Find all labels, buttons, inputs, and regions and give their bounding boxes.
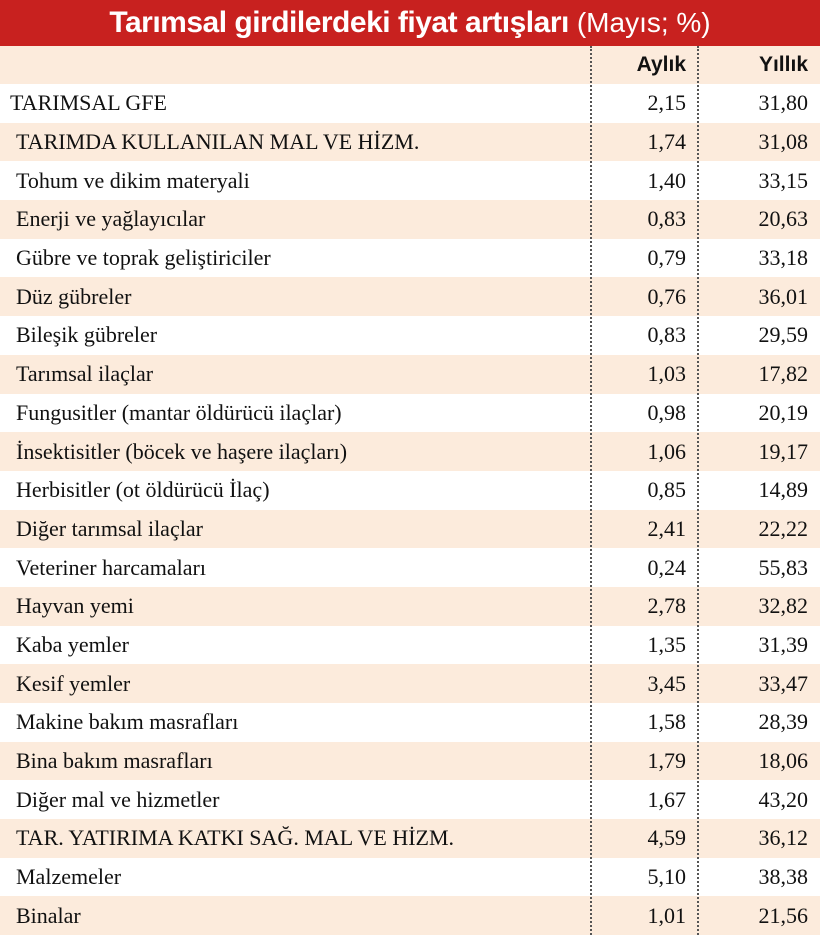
- cell-yillik: 33,47: [758, 670, 809, 696]
- table-row: Makine bakım masrafları 1,58 28,39: [0, 703, 820, 742]
- row-label: Malzemeler: [16, 864, 122, 890]
- cell-yillik: 36,01: [758, 283, 809, 309]
- table-row: Malzemeler 5,10 38,38: [0, 857, 820, 897]
- cell-yillik: 18,06: [758, 748, 809, 774]
- cell-yillik: 43,20: [758, 786, 809, 812]
- table-row: Binalar 1,01 21,56: [0, 896, 820, 935]
- row-label: Makine bakım masrafları: [16, 709, 239, 735]
- cell-aylik: 0,85: [647, 477, 687, 503]
- table-row: Tohum ve dikim materyali 1,40 33,15: [0, 161, 820, 201]
- row-label: Bileşik gübreler: [16, 322, 158, 348]
- cell-aylik: 3,45: [647, 670, 687, 696]
- cell-yillik: 14,89: [758, 477, 809, 503]
- cell-aylik: 0,83: [647, 322, 687, 348]
- row-label: Fungusitler (mantar öldürücü ilaçlar): [16, 399, 342, 425]
- cell-yillik: 28,39: [758, 709, 809, 735]
- cell-aylik: 0,98: [647, 399, 687, 425]
- cell-yillik: 20,19: [758, 399, 809, 425]
- row-label: TARIMDA KULLANILAN MAL VE HİZM.: [16, 129, 420, 155]
- row-label: Diğer mal ve hizmetler: [16, 786, 220, 812]
- row-label: Düz gübreler: [16, 283, 132, 309]
- cell-aylik: 1,40: [647, 167, 687, 193]
- row-label: Veteriner harcamaları: [16, 554, 206, 580]
- cell-aylik: 1,67: [647, 786, 687, 812]
- table-row: Tarımsal ilaçlar 1,03 17,82: [0, 354, 820, 394]
- cell-yillik: 19,17: [758, 438, 809, 464]
- row-label: Kesif yemler: [16, 670, 131, 696]
- cell-yillik: 33,15: [758, 167, 809, 193]
- cell-aylik: 0,76: [647, 283, 687, 309]
- cell-yillik: 33,18: [758, 245, 809, 271]
- table-row: Enerji ve yağlayıcılar 0,83 20,63: [0, 200, 820, 239]
- table-row: Herbisitler (ot öldürücü İlaç) 0,85 14,89: [0, 470, 820, 510]
- table-row: Bileşik gübreler 0,83 29,59: [0, 316, 820, 355]
- cell-aylik: 1,79: [647, 748, 687, 774]
- table-row: TARIMSAL GFE 2,15 31,80: [0, 84, 820, 123]
- cell-aylik: 1,58: [647, 709, 687, 735]
- row-label: Bina bakım masrafları: [16, 748, 213, 774]
- column-divider-2: [697, 46, 699, 935]
- table-row: Hayvan yemi 2,78 32,82: [0, 586, 820, 626]
- table-header-row: Aylık Yıllık: [0, 46, 820, 84]
- cell-yillik: 17,82: [758, 361, 809, 387]
- data-table: Aylık Yıllık TARIMSAL GFE 2,15 31,80 TARIMD…: [0, 46, 820, 935]
- cell-yillik: 55,83: [758, 554, 809, 580]
- cell-aylik: 0,83: [647, 206, 687, 232]
- row-label: İnsektisitler (böcek ve haşere ilaçları): [16, 438, 348, 464]
- table-row: Veteriner harcamaları 0,24 55,83: [0, 548, 820, 587]
- cell-yillik: 20,63: [758, 206, 809, 232]
- cell-yillik: 38,38: [758, 864, 809, 890]
- table-row: Diğer mal ve hizmetler 1,67 43,20: [0, 780, 820, 820]
- chart-title: Tarımsal girdilerdeki fiyat artışları: [109, 6, 569, 39]
- title-bar: Tarımsal girdilerdeki fiyat artışları (M…: [0, 0, 820, 46]
- cell-aylik: 2,41: [647, 515, 687, 541]
- table-row: TARIMDA KULLANILAN MAL VE HİZM. 1,74 31,08: [0, 122, 820, 162]
- table-row: TAR. YATIRIMA KATKI SAĞ. MAL VE HİZM. 4,5…: [0, 819, 820, 858]
- cell-yillik: 21,56: [758, 902, 809, 928]
- row-label: Enerji ve yağlayıcılar: [16, 206, 206, 232]
- chart-title-unit: (Mayıs; %): [576, 7, 711, 38]
- row-label: Herbisitler (ot öldürücü İlaç): [16, 477, 270, 503]
- cell-yillik: 29,59: [758, 322, 809, 348]
- cell-aylik: 1,74: [647, 129, 687, 155]
- row-label: Gübre ve toprak geliştiriciler: [16, 245, 271, 271]
- cell-aylik: 4,59: [647, 825, 687, 851]
- column-divider-1: [590, 46, 592, 935]
- table-row: Gübre ve toprak geliştiriciler 0,79 33,18: [0, 238, 820, 278]
- table-row: İnsektisitler (böcek ve haşere ilaçları)…: [0, 432, 820, 471]
- cell-aylik: 1,06: [647, 438, 687, 464]
- cell-yillik: 31,80: [758, 90, 809, 116]
- cell-yillik: 31,39: [758, 631, 809, 657]
- cell-yillik: 32,82: [758, 593, 809, 619]
- row-label: TAR. YATIRIMA KATKI SAĞ. MAL VE HİZM.: [16, 825, 455, 851]
- cell-yillik: 31,08: [758, 129, 809, 155]
- table-row: Fungusitler (mantar öldürücü ilaçlar) 0,9…: [0, 393, 820, 433]
- row-label: Kaba yemler: [16, 631, 129, 657]
- table-row: Kesif yemler 3,45 33,47: [0, 664, 820, 703]
- table-row: Diğer tarımsal ilaçlar 2,41 22,22: [0, 509, 820, 549]
- table-row: Kaba yemler 1,35 31,39: [0, 625, 820, 665]
- cell-aylik: 0,79: [647, 245, 687, 271]
- cell-aylik: 1,01: [647, 902, 687, 928]
- cell-aylik: 2,78: [647, 593, 687, 619]
- row-label: Tarımsal ilaçlar: [16, 361, 154, 387]
- table-row: Düz gübreler 0,76 36,01: [0, 277, 820, 317]
- cell-aylik: 5,10: [647, 864, 687, 890]
- cell-aylik: 0,24: [647, 554, 687, 580]
- cell-yillik: 36,12: [758, 825, 809, 851]
- column-header-yillik: Yıllık: [758, 53, 808, 76]
- table-body: TARIMSAL GFE 2,15 31,80 TARIMDA KULLANILAN …: [0, 84, 820, 935]
- cell-aylik: 1,03: [647, 361, 687, 387]
- cell-yillik: 22,22: [758, 515, 809, 541]
- row-label: Hayvan yemi: [16, 593, 134, 619]
- row-label: Binalar: [16, 902, 81, 928]
- row-label: Tohum ve dikim materyali: [16, 167, 250, 193]
- column-header-aylik: Aylık: [636, 53, 686, 76]
- cell-aylik: 1,35: [647, 631, 687, 657]
- table-row: Bina bakım masrafları 1,79 18,06: [0, 741, 820, 781]
- row-label: TARIMSAL GFE: [10, 90, 167, 116]
- row-label: Diğer tarımsal ilaçlar: [16, 515, 203, 541]
- cell-aylik: 2,15: [647, 90, 687, 116]
